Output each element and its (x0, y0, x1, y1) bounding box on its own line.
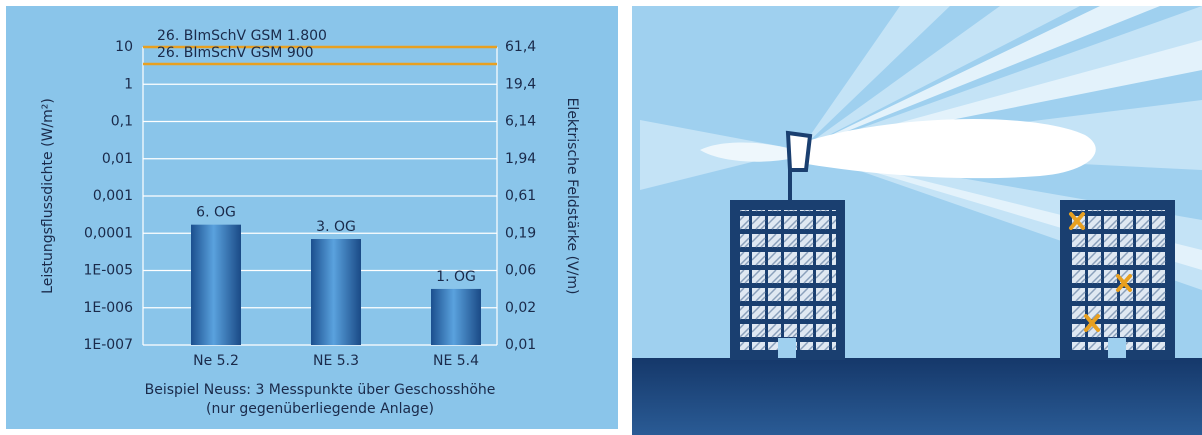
y2-tick-label: 1,94 (505, 151, 536, 167)
ground (632, 358, 1202, 435)
y2-axis-title: Elektrische Feldstärke (V/m) (564, 98, 580, 295)
y2-tick-label: 0,06 (505, 263, 536, 279)
y2-tick-label: 6,14 (505, 114, 536, 130)
chart: Leistungsflussdichte (W/m²) Elektrische … (0, 0, 1202, 435)
y-tick-label: 1E-007 (83, 337, 133, 353)
y2-tick-label: 19,4 (505, 76, 536, 92)
reference-label: 26. BImSchV GSM 900 (157, 45, 314, 61)
bar-label: 3. OG (316, 219, 356, 235)
bar-label: 1. OG (436, 269, 476, 285)
y-tick-label: 1E-005 (83, 263, 133, 279)
page: Leistungsflussdichte (W/m²) Elektrische … (0, 0, 1202, 435)
x-tick-label: NE 5.3 (313, 353, 359, 369)
y2-tick-label: 0,61 (505, 188, 536, 204)
y2-tick-label: 0,19 (505, 225, 536, 241)
y-tick-label: 0,001 (93, 188, 133, 204)
bar (311, 239, 361, 345)
y2-tick-label: 61,4 (505, 39, 536, 55)
y-tick-label: 0,0001 (84, 225, 133, 241)
windows (740, 210, 836, 350)
y-tick-label: 1 (124, 76, 133, 92)
antenna (788, 133, 810, 170)
note: Beispiel Neuss: 3 Messpunkte über Gescho… (145, 382, 496, 398)
y2-tick-label: 0,02 (505, 300, 536, 316)
x-tick-label: NE 5.4 (433, 353, 479, 369)
y-tick-label: 0,1 (111, 114, 133, 130)
x-tick-label: Ne 5.2 (193, 353, 239, 369)
door (1108, 338, 1126, 358)
antenna-pole (788, 170, 792, 200)
illustration (632, 6, 1202, 435)
note: (nur gegenüberliegende Anlage) (206, 401, 434, 417)
door (778, 338, 796, 358)
y-tick-label: 10 (115, 39, 133, 55)
bar-label: 6. OG (196, 205, 236, 221)
y-axis-title: Leistungsflussdichte (W/m²) (40, 98, 56, 294)
y-tick-label: 1E-006 (83, 300, 133, 316)
bar (431, 289, 481, 345)
y-tick-label: 0,01 (102, 151, 133, 167)
y2-tick-label: 0,01 (505, 337, 536, 353)
bar (191, 225, 241, 345)
reference-label: 26. BImSchV GSM 1.800 (157, 28, 327, 44)
